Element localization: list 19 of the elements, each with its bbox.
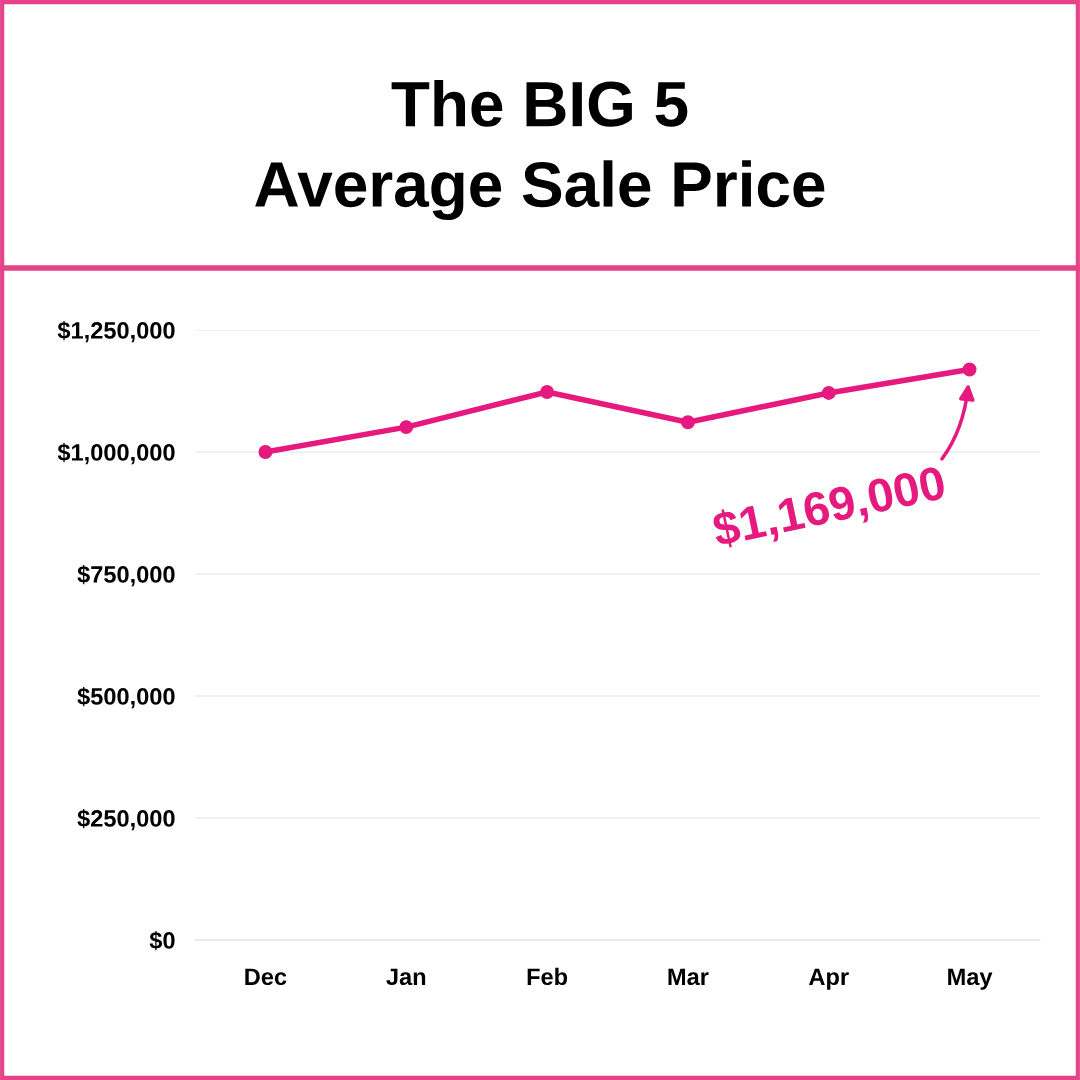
y-tick-label: $0	[149, 931, 175, 951]
point	[962, 362, 977, 377]
point	[821, 386, 836, 400]
point	[258, 445, 273, 459]
y-tick-label: $750,000	[77, 565, 175, 587]
point	[680, 415, 695, 430]
x-tick-label: Dec	[245, 968, 287, 986]
x-tick-label: Mar	[668, 968, 709, 986]
y-tick-label: $1,250,000	[57, 321, 175, 343]
x-tick-label: Feb	[527, 967, 568, 986]
y-tick-label: $250,000	[77, 809, 175, 831]
x-tick-label: Apr	[809, 968, 849, 990]
point	[399, 420, 414, 435]
y-tick-label: $1,000,000	[57, 443, 175, 465]
point	[540, 385, 555, 399]
y-tick-label: $500,000	[77, 687, 175, 709]
x-tick-label: Jan	[386, 968, 426, 986]
chart-title: The BIG 5 Average Sale Price	[255, 79, 825, 221]
x-tick-label: May	[948, 968, 993, 990]
